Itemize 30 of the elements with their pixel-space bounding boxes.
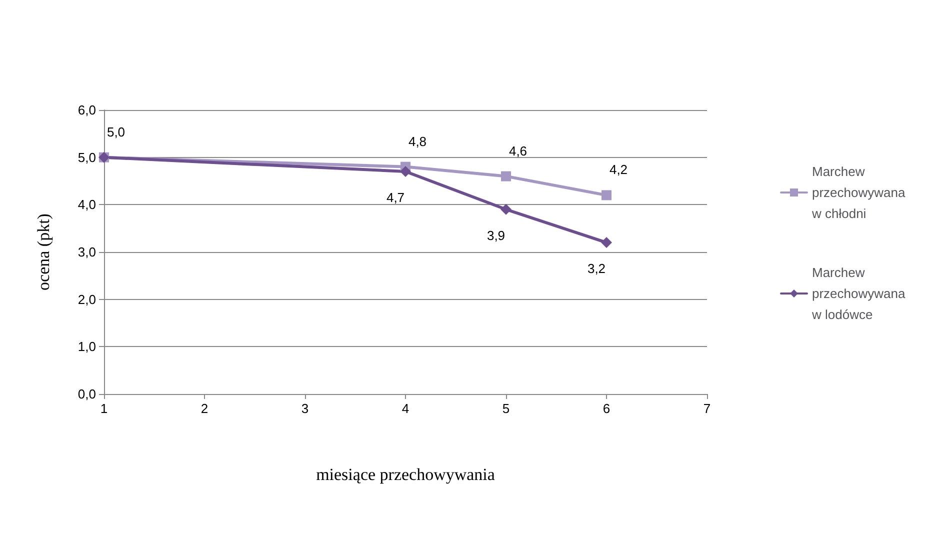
point xyxy=(602,190,612,200)
legend-label: Marchew przechowywana w lodówce xyxy=(811,265,909,322)
y-tick-label: 5,0 xyxy=(78,150,96,165)
data-label: 4,7 xyxy=(386,190,405,206)
y-axis-title: ocena (pkt) xyxy=(34,214,53,290)
data-label: 5,0 xyxy=(106,124,126,140)
data-label: 4,6 xyxy=(508,143,528,158)
y-tick-label: 4,0 xyxy=(78,197,96,212)
x-tick-label: 7 xyxy=(703,401,711,416)
x-tick-label: 3 xyxy=(301,401,309,416)
x-tick-label: 6 xyxy=(602,401,610,416)
data-label: 3,9 xyxy=(486,228,506,243)
point xyxy=(501,171,511,182)
legend-label: Marchew przechowywana w chłodni xyxy=(811,164,909,221)
point xyxy=(601,237,612,248)
point xyxy=(400,166,411,178)
y-tick-label: 1,0 xyxy=(78,339,96,354)
y-tick-label: 0,0 xyxy=(78,386,96,402)
y-tick-label: 6,0 xyxy=(78,102,96,118)
x-tick-label: 2 xyxy=(200,401,208,416)
point xyxy=(500,204,512,215)
x-tick-label: 1 xyxy=(100,401,108,416)
data-label: 4,8 xyxy=(408,134,427,149)
data-label: 4,2 xyxy=(609,162,628,178)
y-tick-label: 2,0 xyxy=(78,292,96,307)
x-tick-label: 5 xyxy=(502,401,510,416)
x-axis-title: miesiące przechowywania xyxy=(316,465,496,484)
data-label: 3,2 xyxy=(587,261,606,276)
y-tick-label: 3,0 xyxy=(78,244,96,260)
x-tick-label: 4 xyxy=(402,401,410,416)
